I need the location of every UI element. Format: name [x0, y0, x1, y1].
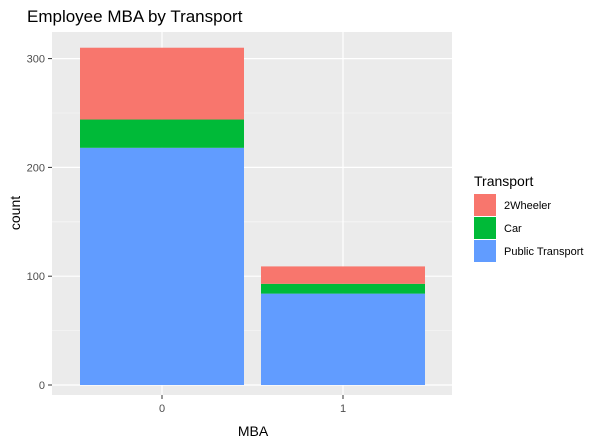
x-tick-label: 1: [340, 403, 346, 415]
bars-group: [80, 47, 425, 385]
bar-segment-2wheeler: [261, 266, 425, 284]
legend-key-car: [474, 217, 496, 239]
y-tick-label: 0: [39, 380, 45, 392]
legend: Transport 2Wheeler Car Public Transport: [474, 173, 583, 262]
chart-title: Employee MBA by Transport: [27, 7, 243, 26]
y-axis-title: count: [7, 196, 23, 230]
legend-key-public-transport: [474, 240, 496, 262]
legend-label: 2Wheeler: [504, 200, 551, 212]
legend-label: Car: [504, 223, 522, 235]
y-tick-label: 200: [27, 162, 45, 174]
y-axis: 0 100 200 300: [27, 54, 52, 392]
bar-segment-car: [261, 283, 425, 294]
bar-segment-public-transport: [80, 147, 244, 385]
y-tick-label: 100: [27, 271, 45, 283]
legend-title: Transport: [474, 173, 534, 189]
legend-label: Public Transport: [504, 246, 583, 258]
x-axis-title: MBA: [238, 423, 269, 439]
bar-segment-car: [80, 119, 244, 148]
x-tick-label: 0: [159, 403, 165, 415]
y-tick-label: 300: [27, 54, 45, 66]
bar-segment-public-transport: [261, 293, 425, 385]
bar-segment-2wheeler: [80, 47, 244, 120]
legend-key-2wheeler: [474, 194, 496, 216]
